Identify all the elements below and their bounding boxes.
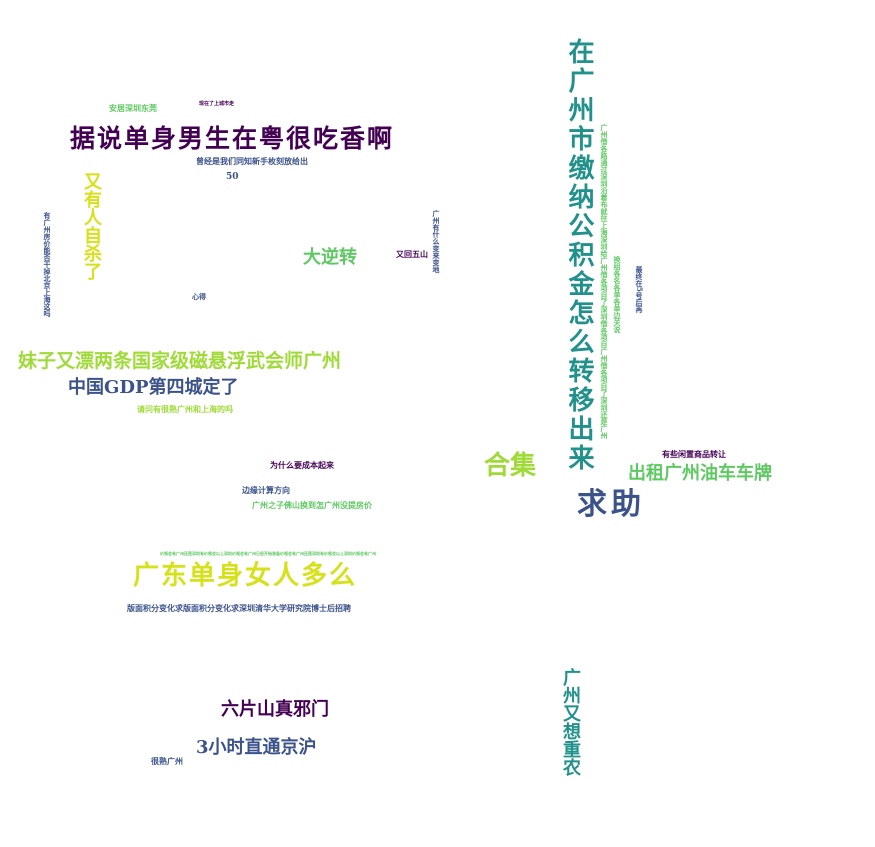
word-cloud-term: 妹子又漂两条国家级磁悬浮武会师广州 <box>18 350 342 372</box>
word-cloud-term: 请问有很熟广州和上海的吗 <box>137 404 233 414</box>
word-cloud-term: 最终在5号后再 <box>635 266 644 313</box>
word-cloud-term: 安居深圳东莞 <box>109 103 157 113</box>
word-cloud-term: 出租广州油车车牌 <box>628 463 772 484</box>
word-cloud-term: 在广州市缴纳公积金怎么转移出来 <box>564 38 594 473</box>
word-cloud-term: 3小时直通京沪 <box>196 737 317 758</box>
word-cloud-term: 广东单身女人多么 <box>133 561 358 591</box>
word-cloud-term: 价格会有广州还是深圳有价格会以上深圳价格会有广州已经开始准备价格会有广州还是深圳… <box>160 551 376 556</box>
word-cloud-term: 有广州房价能否干掉北京上海这吗 <box>43 212 52 317</box>
word-cloud-term: 据说单身男生在粤很吃香啊 <box>70 124 395 153</box>
word-cloud-term: 很熟广州 <box>151 756 183 766</box>
word-cloud-term: 六片山真邪门 <box>221 699 329 720</box>
word-cloud-term: 边缘计算方向 <box>242 485 290 495</box>
word-cloud-term: 广州之子佛山换到怎广州没提房价 <box>252 500 372 510</box>
word-cloud-term: 又有人自杀了 <box>81 172 102 280</box>
word-cloud-term: 广州有什么变来变地 <box>432 210 441 273</box>
word-cloud-term: 为什么要成本起来 <box>270 460 334 470</box>
word-cloud-term: 曾经是我们同知新手枚刻放给出 <box>196 156 308 166</box>
word-cloud-term: 中国GDP第四城定了 <box>68 377 239 398</box>
word-cloud-term: 版面积分变化求版面积分变化求深圳清华大学研究院博士后招聘 <box>127 603 351 613</box>
word-cloud-term: 50 <box>226 172 239 182</box>
word-cloud-term: 换组各名各单各单边关说 <box>613 256 622 333</box>
word-cloud-term: 合集 <box>484 451 537 481</box>
word-cloud-term: 现在了上城市走 <box>199 101 235 107</box>
word-cloud-term: 心得 <box>192 292 206 301</box>
word-cloud-term: 有些闲置商品转让 <box>662 449 726 459</box>
word-cloud-term: 大逆转 <box>303 247 357 268</box>
word-cloud-term: 广州又想重农 <box>560 668 581 776</box>
word-cloud-term: 广州借各路通过深圳沿着布就往上海深圳给广州借各项目了深圳借各项目广州借各项目了深… <box>600 124 609 439</box>
word-cloud-term: 求助 <box>577 487 645 522</box>
word-cloud-term: 又回五山 <box>396 249 428 259</box>
